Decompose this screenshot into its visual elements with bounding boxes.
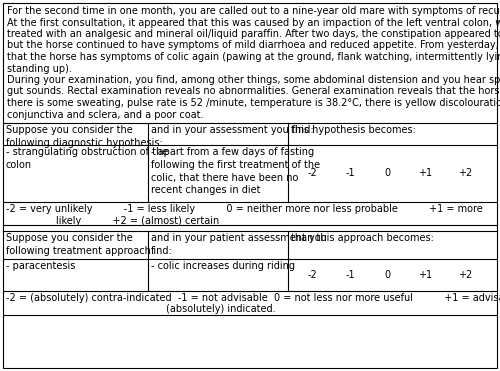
Text: -1: -1 (345, 168, 355, 178)
Text: At the first consultation, it appeared that this was caused by an impaction of t: At the first consultation, it appeared t… (7, 17, 500, 27)
Text: +1: +1 (418, 168, 432, 178)
Text: but the horse continued to have symptoms of mild diarrhoea and reduced appetite.: but the horse continued to have symptoms… (7, 40, 500, 50)
Text: 0: 0 (384, 168, 390, 178)
Text: 0: 0 (384, 270, 390, 280)
Text: this hypothesis becomes:: this hypothesis becomes: (291, 125, 416, 135)
Text: - apart from a few days of fasting
following the first treatment of the
colic, t: - apart from a few days of fasting follo… (151, 147, 320, 196)
Text: gut sounds. Rectal examination reveals no abnormalities. General examination rev: gut sounds. Rectal examination reveals n… (7, 86, 500, 96)
Text: treated with an analgesic and mineral oil/liquid paraffin. After two days, the c: treated with an analgesic and mineral oi… (7, 29, 500, 39)
Text: -2: -2 (308, 168, 318, 178)
Text: -2: -2 (308, 270, 318, 280)
Text: +2: +2 (458, 168, 472, 178)
Text: than this approach becomes:: than this approach becomes: (291, 233, 434, 243)
Text: During your examination, you find, among other things, some abdominal distension: During your examination, you find, among… (7, 75, 500, 85)
Text: and in your patient assessment you
find:: and in your patient assessment you find: (151, 233, 327, 256)
Text: (absolutely) indicated.: (absolutely) indicated. (166, 305, 276, 315)
Text: conjunctiva and sclera, and a poor coat.: conjunctiva and sclera, and a poor coat. (7, 109, 203, 119)
Text: that the horse has symptoms of colic again (pawing at the ground, flank watching: that the horse has symptoms of colic aga… (7, 52, 500, 62)
Text: - paracentesis: - paracentesis (6, 261, 75, 271)
Text: standing up).: standing up). (7, 63, 72, 73)
Text: -2 = very unlikely          -1 = less likely          0 = neither more nor less : -2 = very unlikely -1 = less likely 0 = … (6, 204, 483, 214)
Text: -1: -1 (345, 270, 355, 280)
Text: +2: +2 (458, 270, 472, 280)
Text: - strangulating obstruction of the
colon: - strangulating obstruction of the colon (6, 147, 168, 170)
Text: - colic increases during riding: - colic increases during riding (151, 261, 295, 271)
Text: Suppose you consider the
following treatment approach:: Suppose you consider the following treat… (6, 233, 154, 256)
Text: Suppose you consider the
following diagnostic hypothesis:: Suppose you consider the following diagn… (6, 125, 163, 148)
Text: there is some sweating, pulse rate is 52 /minute, temperature is 38.2°C, there i: there is some sweating, pulse rate is 52… (7, 98, 500, 108)
Text: and in your assessment you find:: and in your assessment you find: (151, 125, 314, 135)
Text: +1: +1 (418, 270, 432, 280)
Text: For the second time in one month, you are called out to a nine-year old mare wit: For the second time in one month, you ar… (7, 6, 500, 16)
Text: -2 = (absolutely) contra-indicated  -1 = not advisable  0 = not less nor more us: -2 = (absolutely) contra-indicated -1 = … (6, 293, 500, 303)
Text: likely          +2 = (almost) certain: likely +2 = (almost) certain (56, 216, 219, 226)
